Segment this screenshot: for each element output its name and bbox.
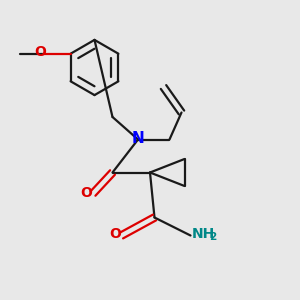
- Text: O: O: [35, 45, 46, 59]
- Text: O: O: [80, 186, 92, 200]
- Text: 2: 2: [209, 232, 217, 242]
- Text: O: O: [109, 227, 121, 241]
- Text: N: N: [132, 131, 144, 146]
- Text: NH: NH: [191, 227, 215, 241]
